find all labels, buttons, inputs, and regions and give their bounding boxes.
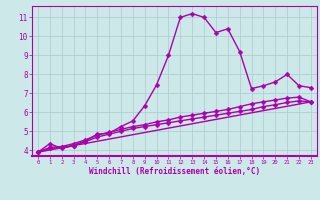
X-axis label: Windchill (Refroidissement éolien,°C): Windchill (Refroidissement éolien,°C) xyxy=(89,167,260,176)
